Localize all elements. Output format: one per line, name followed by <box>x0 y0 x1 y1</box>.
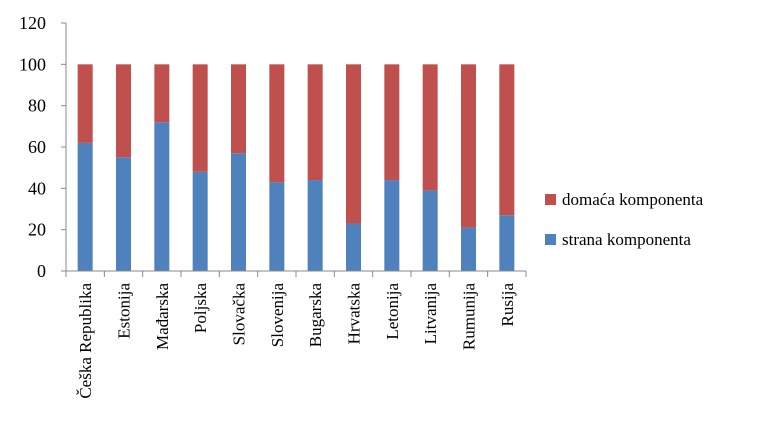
x-category-label: Češka Republika <box>76 283 95 399</box>
bar-segment-strana <box>77 142 93 271</box>
bar-segment-strana <box>116 157 131 271</box>
bar-segment-strana <box>231 153 246 271</box>
y-axis-tick-labels: 0 20 40 60 80 100 120 <box>19 13 46 281</box>
x-axis-category-labels: Češka Republika Estonija Mađarska Poljska Sl… <box>76 283 517 399</box>
y-tick-label: 20 <box>28 220 46 240</box>
legend-swatch <box>545 234 556 245</box>
bar-segment-strana <box>269 182 285 271</box>
legend-label: domaća komponenta <box>562 190 704 209</box>
bar-segment-strana <box>192 171 208 271</box>
bar-segment-domaca <box>77 64 93 143</box>
x-category-label: Slovenija <box>268 283 287 348</box>
y-tick-label: 0 <box>37 261 46 281</box>
bar-segment-domaca <box>307 64 323 181</box>
bar-segment-domaca <box>422 64 438 191</box>
bar-segment-domaca <box>384 64 400 181</box>
y-tick-label: 40 <box>28 178 46 198</box>
x-category-label: Hrvatska <box>345 283 364 345</box>
bar-segment-strana <box>346 223 361 271</box>
bar-segment-domaca <box>499 64 515 216</box>
y-tick-label: 60 <box>28 137 46 157</box>
legend: domaća komponenta strana komponenta <box>545 190 704 249</box>
x-category-label: Slovačka <box>230 283 249 346</box>
x-category-label: Rumunija <box>460 283 479 351</box>
legend-swatch <box>545 194 556 205</box>
bar-segment-domaca <box>346 64 361 224</box>
bar-segment-domaca <box>231 64 246 154</box>
bar-segment-strana <box>422 190 438 271</box>
bar-segment-domaca <box>192 64 208 172</box>
x-category-label: Rusija <box>498 283 517 327</box>
x-category-label: Litvanija <box>421 283 440 345</box>
x-category-label: Letonija <box>383 283 402 340</box>
x-category-label: Estonija <box>115 283 134 339</box>
bar-segment-domaca <box>116 64 131 158</box>
legend-label: strana komponenta <box>562 230 691 249</box>
axes <box>61 22 527 277</box>
bar-segment-strana <box>307 180 323 271</box>
x-category-label: Mađarska <box>153 283 172 350</box>
bar-segment-strana <box>384 180 400 271</box>
bar-segment-strana <box>154 122 170 271</box>
bars-group <box>77 64 515 271</box>
y-tick-label: 120 <box>19 13 46 33</box>
bar-segment-domaca <box>154 64 170 123</box>
x-category-label: Bugarska <box>306 283 325 348</box>
bar-segment-strana <box>499 215 515 271</box>
x-category-label: Poljska <box>191 283 210 334</box>
y-tick-label: 100 <box>19 54 46 74</box>
bar-segment-domaca <box>461 64 476 228</box>
bar-segment-domaca <box>269 64 285 183</box>
bar-segment-strana <box>461 227 476 271</box>
y-tick-label: 80 <box>28 96 46 116</box>
